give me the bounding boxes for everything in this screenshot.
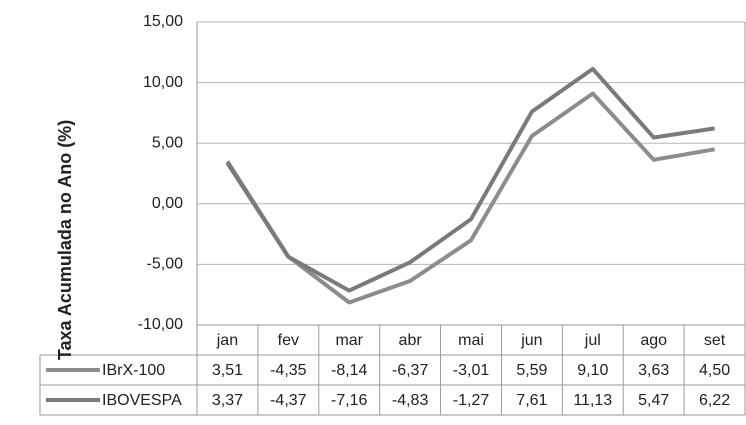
x-tick-label: ago: [640, 332, 667, 349]
table-value: 3,51: [212, 362, 243, 379]
table-value: 5,59: [516, 362, 547, 379]
table-value: -1,27: [453, 392, 490, 409]
x-tick-label: set: [704, 332, 726, 349]
table-value: 6,22: [699, 392, 730, 409]
x-tick-label: mai: [458, 332, 484, 349]
legend-label: IBrX-100: [102, 362, 165, 379]
table-value: -4,37: [270, 392, 307, 409]
x-tick-label: mar: [335, 332, 363, 349]
table-value: 4,50: [699, 362, 730, 379]
table-value: 3,63: [638, 362, 669, 379]
y-tick-label: 15,00: [143, 13, 183, 30]
series-line: [225, 66, 715, 293]
y-tick-label: 0,00: [152, 195, 183, 212]
y-tick-label: -5,00: [147, 256, 184, 273]
table-value: 9,10: [577, 362, 608, 379]
table-value: -6,37: [392, 362, 429, 379]
table-value: -4,83: [392, 392, 429, 409]
table-value: 3,37: [212, 392, 243, 409]
table-value: -3,01: [453, 362, 490, 379]
table-value: -4,35: [270, 362, 307, 379]
y-tick-label: 5,00: [152, 134, 183, 151]
x-tick-label: jan: [216, 332, 238, 349]
table-value: 11,13: [573, 392, 612, 409]
x-tick-label: jul: [584, 332, 601, 349]
y-axis-label: Taxa Acumulada no Ano (%): [55, 120, 75, 360]
table-value: 7,61: [516, 392, 547, 409]
table-value: -8,14: [331, 362, 368, 379]
y-tick-label: -10,00: [138, 316, 183, 333]
legend-label: IBOVESPA: [102, 392, 182, 409]
table-value: -7,16: [331, 392, 368, 409]
x-tick-label: fev: [278, 332, 299, 349]
x-tick-label: jun: [520, 332, 542, 349]
y-tick-label: 10,00: [143, 74, 183, 91]
x-tick-label: abr: [399, 332, 423, 349]
table-value: 5,47: [638, 392, 669, 409]
series-line: [225, 91, 715, 305]
